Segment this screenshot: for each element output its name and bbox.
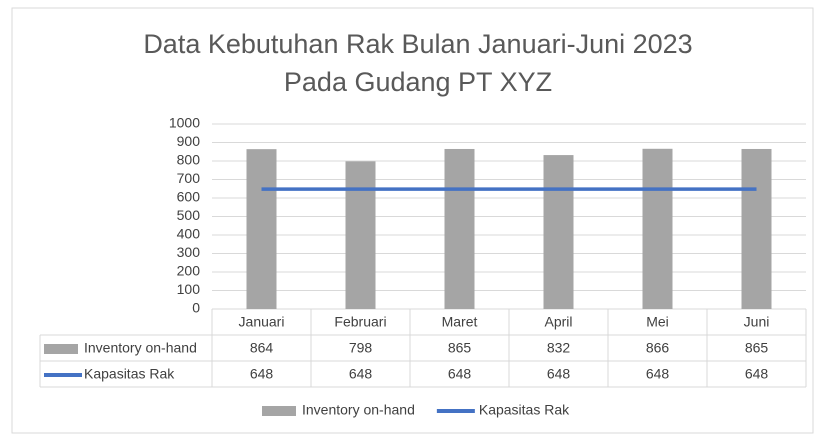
legend-label: Inventory on-hand [302, 402, 415, 418]
legend-key [262, 406, 296, 416]
chart-title: Data Kebutuhan Rak Bulan Januari-Juni 20… [143, 29, 692, 59]
table-value: 865 [448, 340, 472, 356]
table-value: 866 [646, 340, 670, 356]
table-value: 648 [646, 366, 670, 382]
bar [246, 149, 277, 309]
legend-label: Kapasitas Rak [479, 402, 570, 418]
table-series-name: Kapasitas Rak [84, 366, 175, 382]
x-tick-label: April [544, 314, 572, 330]
bar [741, 148, 772, 309]
x-tick-label: Mei [646, 314, 669, 330]
bar [444, 148, 475, 309]
table-value: 648 [349, 366, 373, 382]
x-tick-label: Januari [239, 314, 285, 330]
y-tick-label: 400 [177, 226, 201, 242]
table-value: 798 [349, 340, 373, 356]
y-tick-label: 700 [177, 170, 201, 186]
chart-title: Pada Gudang PT XYZ [284, 67, 552, 97]
table-value: 864 [250, 340, 274, 356]
chart-border [11, 7, 814, 434]
y-tick-label: 300 [177, 244, 201, 260]
table-value: 648 [448, 366, 472, 382]
table-value: 648 [745, 366, 769, 382]
y-tick-label: 0 [192, 300, 200, 316]
y-tick-label: 900 [177, 133, 201, 149]
table-value: 648 [547, 366, 571, 382]
x-tick-label: Februari [334, 314, 386, 330]
table-value: 648 [250, 366, 274, 382]
x-tick-label: Juni [744, 314, 770, 330]
y-tick-label: 600 [177, 189, 201, 205]
table-value: 832 [547, 340, 571, 356]
y-tick-label: 800 [177, 152, 201, 168]
y-tick-label: 500 [177, 207, 201, 223]
y-tick-label: 100 [177, 281, 201, 297]
bar [642, 148, 673, 309]
bar [345, 161, 376, 309]
y-tick-label: 200 [177, 263, 201, 279]
x-tick-label: Maret [442, 314, 478, 330]
legend-key [44, 344, 78, 354]
bar [543, 155, 574, 309]
y-tick-label: 1000 [169, 115, 200, 131]
table-series-name: Inventory on-hand [84, 340, 197, 356]
table-value: 865 [745, 340, 769, 356]
